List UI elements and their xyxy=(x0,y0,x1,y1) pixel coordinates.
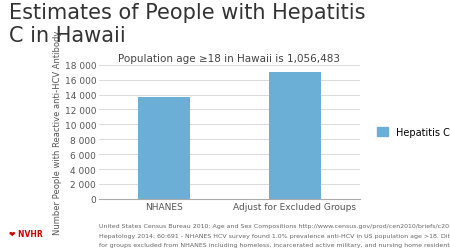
Bar xyxy=(269,73,321,199)
Text: ❤ NVHR: ❤ NVHR xyxy=(9,229,43,238)
Title: Population age ≥18 in Hawaii is 1,056,483: Population age ≥18 in Hawaii is 1,056,48… xyxy=(118,53,341,63)
Text: Hepatology 2014; 60:691 - NHANES HCV survey found 1.0% prevalence anti-HCV in US: Hepatology 2014; 60:691 - NHANES HCV sur… xyxy=(99,233,450,238)
Y-axis label: Number People with Reactive anti-HCV Antibody: Number People with Reactive anti-HCV Ant… xyxy=(53,30,62,234)
Text: for groups excluded from NHANES including homeless, incarcerated active military: for groups excluded from NHANES includin… xyxy=(99,242,450,247)
Text: United States Census Bureau 2010: Age and Sex Compositions http://www.census.gov: United States Census Bureau 2010: Age an… xyxy=(99,223,450,228)
Text: Estimates of People with Hepatitis
C in Hawaii: Estimates of People with Hepatitis C in … xyxy=(9,3,365,46)
Legend: Hepatitis C: Hepatitis C xyxy=(373,123,450,141)
Bar xyxy=(138,98,190,199)
